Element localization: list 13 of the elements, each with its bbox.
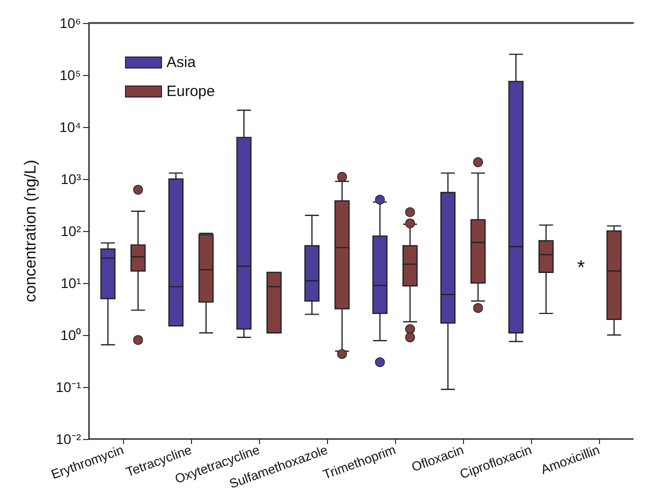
y-tick-label: 10⁻¹ [56, 379, 82, 395]
y-tick-label: 10² [60, 223, 82, 239]
y-tick-label: 10⁻² [56, 431, 82, 447]
y-tick-label: 10⁵ [60, 67, 81, 83]
y-tick-label: 10³ [60, 171, 82, 187]
y-axis-title: concentration (ng/L) [22, 160, 40, 302]
annotation: * [577, 257, 586, 279]
y-tick-label: 10⁶ [60, 15, 81, 31]
legend-label: Asia [166, 54, 196, 71]
legend-label: Europe [166, 83, 215, 100]
y-tick-label: 10⁰ [60, 327, 81, 343]
y-tick-label: 10¹ [60, 275, 82, 291]
y-tick-label: 10⁴ [59, 119, 81, 135]
